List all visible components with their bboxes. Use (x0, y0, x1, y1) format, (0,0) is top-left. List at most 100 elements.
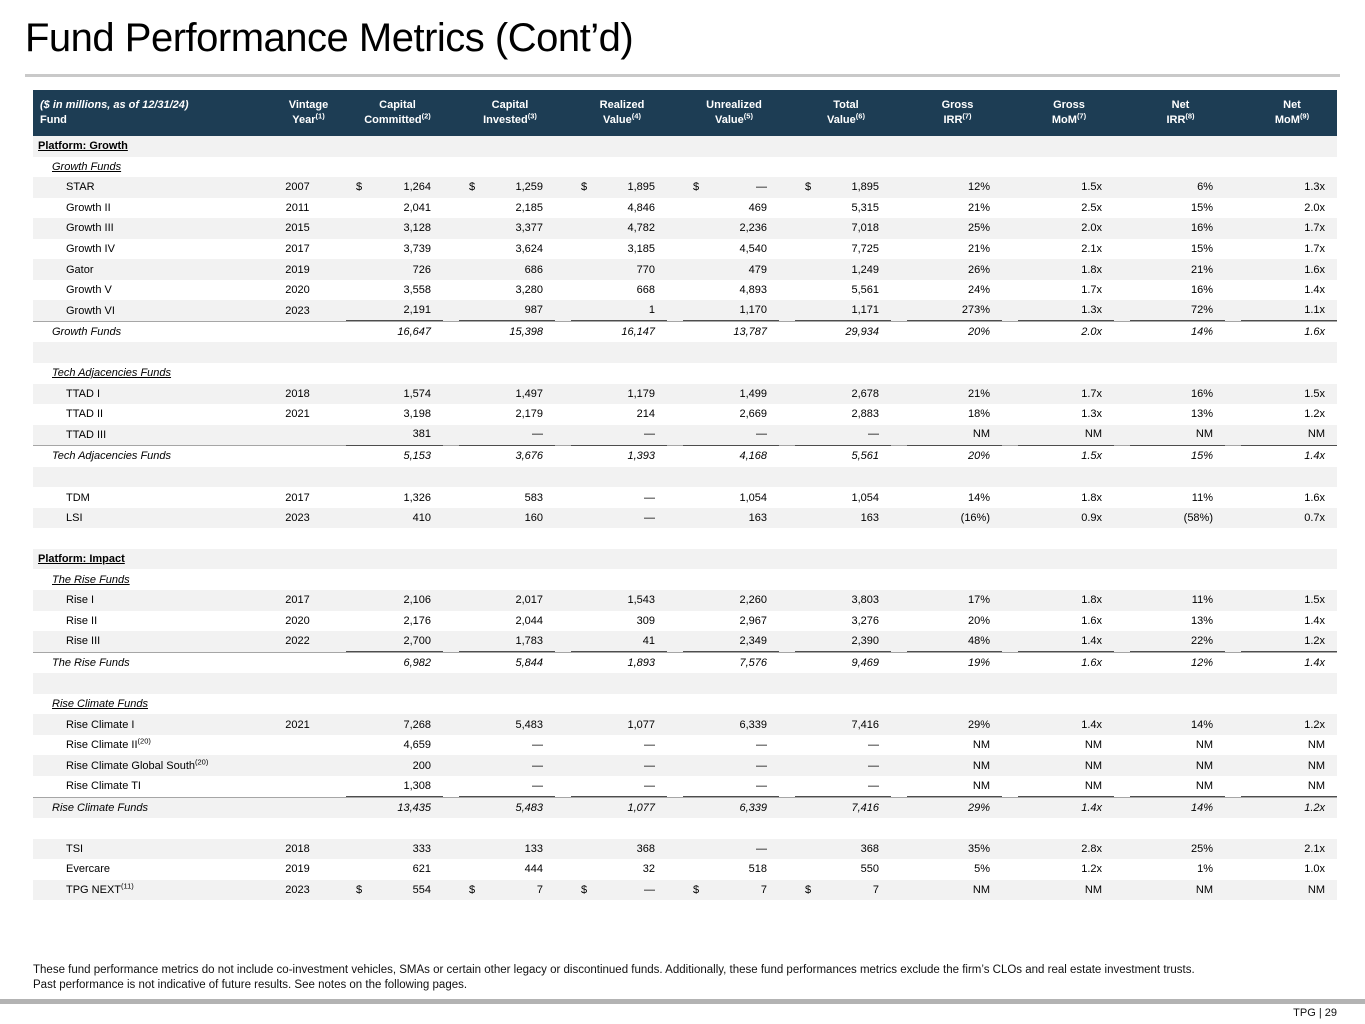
vintage-year-cell: 2021 (285, 408, 310, 421)
net-irr-cell (1114, 136, 1225, 157)
total-value-cell: 368 (860, 842, 879, 855)
net-irr-cell: 12% (1190, 656, 1213, 669)
total-value-cell: 2,390 (795, 631, 891, 653)
gross-mom-cell: 1.4x (1081, 718, 1102, 731)
gross-irr-cell: NM (972, 759, 990, 772)
capital-committed-cell: 2,700 (346, 631, 443, 653)
net-mom-cell (1225, 569, 1337, 590)
bottom-divider (0, 999, 1365, 1004)
table-row-growth-vi: Growth VI 2023 2,191 987 1 1,170 1,171 273% 1.3x… (33, 300, 1337, 322)
net-irr-cell: 25% (1190, 842, 1213, 855)
total-value-cell (779, 549, 891, 570)
col-header-vintage-year: Vintage Year(1) (288, 99, 329, 126)
capital-invested-cell: 15,398 (509, 326, 543, 339)
gross-irr-cell: 21% (967, 387, 990, 400)
table-row-rise-climate-funds: Rise Climate Funds 13,435 5,483 1,077 6,339 7… (33, 796, 1337, 819)
total-value-cell: — (868, 739, 879, 752)
capital-committed-cell: 1,574 (403, 387, 431, 400)
net-irr-cell: 14% (1190, 801, 1213, 814)
realized-value-cell: 41 (571, 631, 667, 653)
gross-irr-cell: 20% (967, 614, 990, 627)
col-header-net-mom: Net MoM(9) (1274, 99, 1310, 126)
capital-invested-cell: 987 (459, 300, 555, 322)
unrealized-value-cell: 1,054 (739, 491, 767, 504)
capital-committed-cell: 621 (412, 863, 431, 876)
page-number: TPG | 29 (1293, 1007, 1337, 1019)
col-header-realized-value: Realized Value(4) (599, 99, 645, 126)
gross-mom-cell: 1.5x (1081, 450, 1102, 463)
net-irr-cell: NM (1195, 883, 1213, 896)
col-header-capital-invested: Capital Invested(3) (483, 99, 537, 126)
spacer-row (33, 528, 1337, 549)
dollar-sign: $ (581, 181, 588, 194)
realized-value-cell (555, 549, 667, 570)
realized-value-cell: 32 (642, 863, 655, 876)
unrealized-value-cell (667, 549, 779, 570)
col-header-total-value: Total Value(6) (827, 99, 865, 126)
gross-irr-cell: 26% (967, 263, 990, 276)
gross-mom-cell: 1.6x (1081, 614, 1102, 627)
capital-committed-cell: 2,176 (403, 614, 431, 627)
net-mom-cell: NM (1241, 424, 1337, 446)
gross-mom-cell: NM (1084, 739, 1102, 752)
gross-mom-cell: 1.8x (1081, 594, 1102, 607)
table-row-tdm: TDM 2017 1,326 583 — 1,054 1,054 14% 1.8x 11% 1.6x (33, 487, 1337, 508)
table-header: ($ in millions, as of 12/31/24) Fund Vinta… (33, 90, 1337, 136)
net-irr-cell: NM (1130, 424, 1225, 446)
vintage-year-cell: 2017 (285, 491, 310, 504)
table-row-rise-i: Rise I 2017 2,106 2,017 1,543 2,260 3,803 17% 1.… (33, 590, 1337, 611)
realized-value-cell: 1,543 (627, 594, 655, 607)
capital-committed-cell (330, 569, 443, 590)
gross-irr-cell: 17% (967, 594, 990, 607)
gross-irr-cell: NM (972, 739, 990, 752)
net-irr-cell: NM (1195, 739, 1213, 752)
fund-name: Growth II (66, 201, 111, 214)
total-value-cell: 29,934 (845, 326, 879, 339)
fund-name: TPG NEXT(11) (66, 881, 134, 896)
capital-invested-cell: 444 (524, 863, 543, 876)
realized-value-cell: 1,393 (627, 450, 655, 463)
capital-invested-cell (443, 549, 555, 570)
fund-name: Growth VI (66, 304, 115, 317)
total-value-cell: 1,171 (795, 300, 891, 322)
net-irr-cell: 6% (1197, 181, 1213, 194)
net-mom-cell: 1.5x (1304, 594, 1325, 607)
capital-invested-cell: 2,017 (515, 594, 543, 607)
gross-irr-cell: 20% (967, 326, 990, 339)
total-value-cell: $1,895 (805, 181, 879, 194)
spacer-row (33, 818, 1337, 839)
realized-value-cell (555, 569, 667, 590)
gross-irr-cell (891, 136, 1002, 157)
table-row-rise-iii: Rise III 2022 2,700 1,783 41 2,349 2,390 48% 1.4… (33, 631, 1337, 653)
gross-irr-cell (891, 363, 1002, 384)
total-value-cell (779, 157, 891, 178)
net-mom-cell: NM (1307, 739, 1325, 752)
fund-name: Rise Climate Global South(20) (66, 757, 209, 772)
unrealized-value-cell: 2,236 (739, 222, 767, 235)
net-mom-cell (1225, 136, 1337, 157)
table-row-ttad-iii: TTAD III 381 — — — — NM NM NM NM (33, 424, 1337, 446)
total-value-cell: 9,469 (851, 656, 879, 669)
col-header-unrealized-value: Unrealized Value(5) (706, 99, 762, 126)
table-row-rise-climate-ti: Rise Climate TI 1,308 — — — — NM NM NM NM (33, 776, 1337, 797)
fund-name: TDM (66, 491, 90, 504)
total-value-cell: 2,883 (851, 408, 879, 421)
gross-irr-cell: 5% (974, 863, 990, 876)
unrealized-value-cell: 13,787 (733, 326, 767, 339)
table-row-tpg-next: TPG NEXT(11) 2023 $554 $7 $ — $7 $7 NM NM NM NM (33, 879, 1337, 901)
gross-mom-cell: 1.5x (1081, 181, 1102, 194)
fund-name: Gator (66, 263, 94, 276)
realized-value-cell: — (644, 491, 655, 504)
capital-invested-cell: 2,044 (515, 614, 543, 627)
table-row-the-rise-funds: The Rise Funds (33, 569, 1337, 590)
realized-value-cell: 1 (571, 300, 667, 322)
net-mom-cell: 1.2x (1241, 631, 1337, 653)
gross-mom-cell: 1.7x (1081, 284, 1102, 297)
realized-value-cell: 4,846 (627, 201, 655, 214)
capital-committed-cell: 16,647 (397, 326, 431, 339)
fund-name: LSI (66, 512, 83, 525)
gross-mom-cell: 1.8x (1081, 263, 1102, 276)
unrealized-value-cell: 518 (748, 863, 767, 876)
net-mom-cell: 1.2x (1304, 408, 1325, 421)
